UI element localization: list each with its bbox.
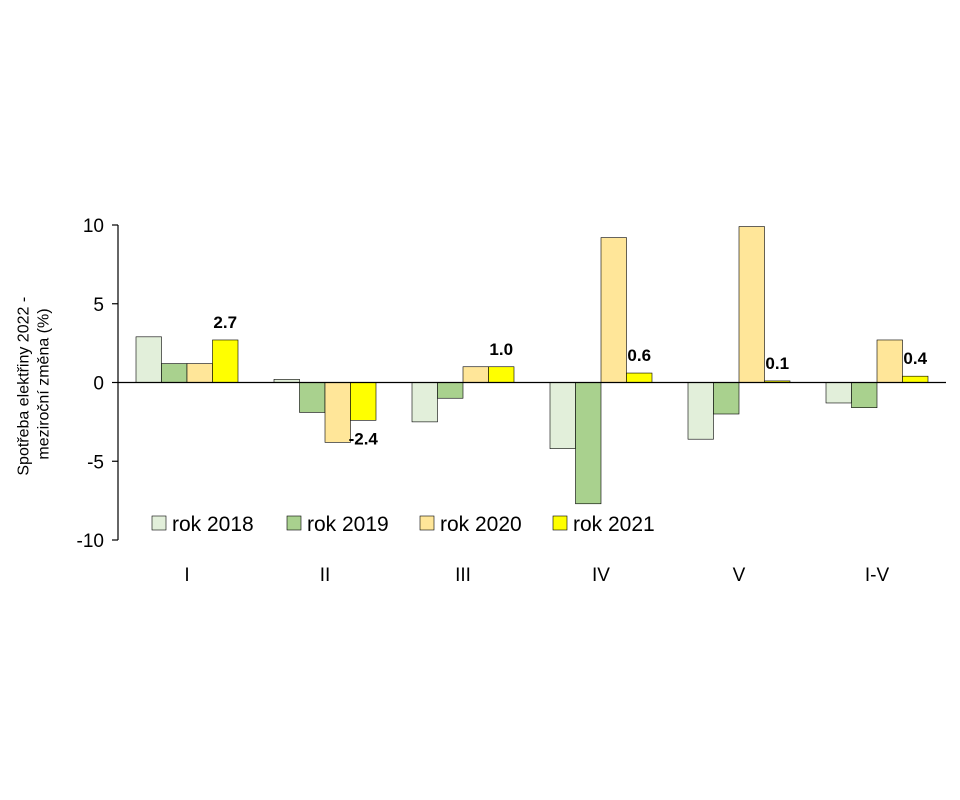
bar-rok-2019-V [713,382,740,415]
y-tick-label: 0 [93,374,104,395]
bar-rok-2020-II [324,382,351,443]
bar-rok-2018-V [687,382,714,440]
x-category-label: V [733,565,746,586]
y-tick-label: 10 [83,216,104,237]
bar-rok-2018-IV [549,382,576,449]
data-label: 0.4 [903,349,927,368]
bar-rok-2019-II [299,382,326,413]
bar-rok-2019-IV [575,382,602,505]
legend-swatch-rok-2018 [151,515,167,531]
data-label: 2.7 [213,313,237,332]
legend-label: rok 2019 [307,513,389,536]
legend-swatch-rok-2021 [552,515,568,531]
bar-rok-2020-I-V [876,339,903,383]
bar-rok-2020-V [738,226,765,383]
data-label: 0.6 [627,346,651,365]
legend-label: rok 2021 [573,513,655,536]
bar-rok-2021-I [212,339,239,383]
x-category-label: I [184,565,189,586]
bar-rok-2021-II [350,382,377,421]
bar-rok-2021-IV [626,372,653,383]
bar-rok-2019-III [437,382,464,399]
bar-rok-2020-I [186,363,213,383]
legend-label: rok 2018 [172,513,254,536]
bar-rok-2019-I-V [851,382,878,409]
y-tick-label: -5 [87,452,104,473]
legend-swatch-rok-2020 [419,515,435,531]
bar-rok-2021-III [488,366,515,383]
y-tick-label: -10 [77,531,104,552]
bar-rok-2018-III [411,382,438,423]
legend-swatch-rok-2019 [286,515,302,531]
x-category-label: IV [592,565,610,586]
bars-layer [135,226,929,505]
bar-rok-2020-IV [600,237,627,383]
data-label: -2.4 [349,429,379,448]
y-axis-label-line-2: meziroční změna (%) [35,308,52,459]
data-labels: 2.7 -2.4 1.0 0.6 0.1 0.4 [213,313,927,448]
bar-rok-2018-I [135,336,162,383]
x-category-label: II [320,565,331,586]
bar-rok-2018-I-V [825,382,852,404]
category-labels: I II III IV V I-V [184,565,889,586]
bar-rok-2019-I [161,363,188,383]
data-label: 1.0 [489,340,513,359]
data-label: 0.1 [765,354,789,373]
x-category-label: III [455,565,471,586]
y-axis-label-line-1: Spotřeba elektřiny 2022 - [15,297,32,476]
bar-rok-2020-III [462,366,489,383]
x-category-label: I-V [865,565,890,586]
y-ticks: 10 5 0 -5 -10 [77,216,118,552]
y-axis-label: Spotřeba elektřiny 2022 - meziroční změn… [15,292,52,475]
legend-label: rok 2020 [440,513,522,536]
y-tick-label: 5 [93,295,104,316]
bar-rok-2021-I-V [902,375,929,383]
legend: rok 2018 rok 2019 rok 2020 rok 2021 [151,513,655,536]
